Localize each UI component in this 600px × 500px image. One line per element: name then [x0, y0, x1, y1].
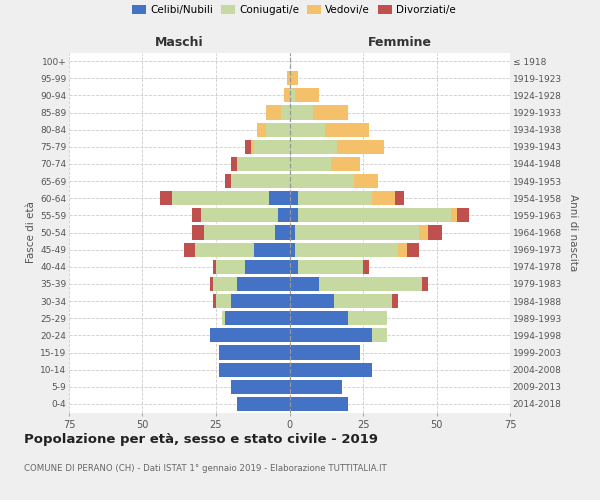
Bar	[290, 277, 319, 291]
Bar	[354, 174, 378, 188]
Bar	[334, 294, 392, 308]
Bar	[451, 208, 457, 222]
Bar	[395, 191, 404, 205]
Bar	[193, 226, 204, 239]
Bar	[193, 208, 202, 222]
Bar	[290, 346, 360, 360]
Bar	[398, 242, 407, 256]
Bar	[419, 226, 428, 239]
Bar	[219, 346, 290, 360]
Bar	[290, 242, 295, 256]
Bar	[172, 191, 269, 205]
Bar	[298, 208, 451, 222]
Bar	[348, 311, 386, 325]
Bar	[313, 106, 348, 120]
Bar	[245, 260, 290, 274]
Bar	[216, 294, 230, 308]
Bar	[202, 208, 278, 222]
Bar	[290, 294, 334, 308]
Bar	[407, 242, 419, 256]
Bar	[428, 226, 442, 239]
Bar	[295, 88, 319, 102]
Text: Femmine: Femmine	[368, 36, 432, 49]
Bar	[392, 294, 398, 308]
Bar	[160, 191, 172, 205]
Bar	[251, 140, 254, 154]
Y-axis label: Fasce di età: Fasce di età	[26, 202, 36, 264]
Bar	[213, 260, 216, 274]
Bar	[287, 71, 290, 85]
Bar	[295, 226, 419, 239]
Bar	[236, 277, 290, 291]
Bar	[219, 362, 290, 376]
Bar	[213, 277, 236, 291]
Bar	[213, 294, 216, 308]
Bar	[225, 174, 230, 188]
Text: Maschi: Maschi	[155, 36, 203, 49]
Bar	[290, 88, 295, 102]
Bar	[290, 397, 348, 411]
Bar	[290, 208, 298, 222]
Text: Popolazione per età, sesso e stato civile - 2019: Popolazione per età, sesso e stato civil…	[24, 432, 378, 446]
Bar	[325, 122, 369, 136]
Bar	[266, 122, 290, 136]
Bar	[230, 174, 290, 188]
Bar	[290, 71, 298, 85]
Bar	[337, 140, 383, 154]
Bar	[290, 191, 298, 205]
Bar	[290, 362, 372, 376]
Bar	[210, 277, 213, 291]
Bar	[230, 157, 236, 171]
Bar	[422, 277, 428, 291]
Bar	[216, 260, 245, 274]
Bar	[290, 106, 313, 120]
Bar	[290, 122, 325, 136]
Bar	[184, 242, 196, 256]
Bar	[254, 242, 290, 256]
Bar	[372, 191, 395, 205]
Bar	[281, 106, 290, 120]
Bar	[363, 260, 369, 274]
Bar	[245, 140, 251, 154]
Bar	[298, 191, 372, 205]
Bar	[284, 88, 290, 102]
Bar	[290, 380, 343, 394]
Bar	[269, 191, 290, 205]
Bar	[257, 122, 266, 136]
Bar	[266, 106, 281, 120]
Bar	[290, 157, 331, 171]
Bar	[298, 260, 363, 274]
Bar	[225, 311, 290, 325]
Bar	[290, 174, 354, 188]
Text: COMUNE DI PERANO (CH) - Dati ISTAT 1° gennaio 2019 - Elaborazione TUTTITALIA.IT: COMUNE DI PERANO (CH) - Dati ISTAT 1° ge…	[24, 464, 387, 473]
Bar	[275, 226, 290, 239]
Y-axis label: Anni di nascita: Anni di nascita	[568, 194, 578, 271]
Bar	[196, 242, 254, 256]
Bar	[290, 328, 372, 342]
Bar	[290, 311, 348, 325]
Bar	[290, 260, 298, 274]
Bar	[319, 277, 422, 291]
Bar	[290, 226, 295, 239]
Bar	[230, 380, 290, 394]
Bar	[372, 328, 386, 342]
Bar	[290, 140, 337, 154]
Bar	[295, 242, 398, 256]
Bar	[457, 208, 469, 222]
Bar	[254, 140, 290, 154]
Bar	[204, 226, 275, 239]
Legend: Celibi/Nubili, Coniugati/e, Vedovi/e, Divorziati/e: Celibi/Nubili, Coniugati/e, Vedovi/e, Di…	[130, 2, 458, 17]
Bar	[230, 294, 290, 308]
Bar	[331, 157, 360, 171]
Bar	[222, 311, 225, 325]
Bar	[236, 157, 290, 171]
Bar	[278, 208, 290, 222]
Bar	[210, 328, 290, 342]
Bar	[236, 397, 290, 411]
